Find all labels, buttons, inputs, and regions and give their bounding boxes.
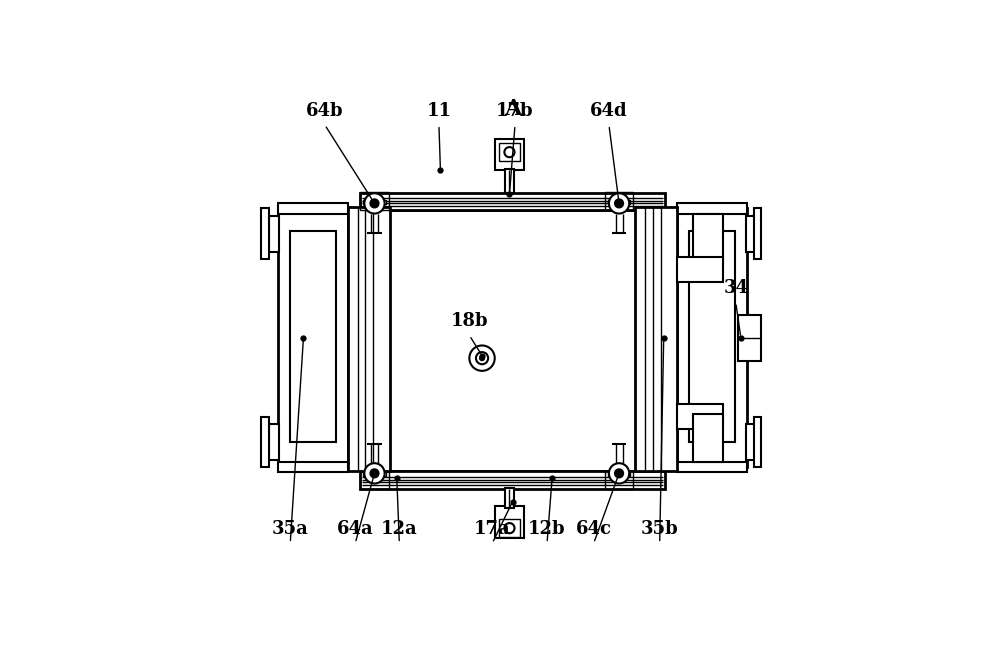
Bar <box>348 207 390 471</box>
Circle shape <box>609 193 629 214</box>
Circle shape <box>615 199 623 208</box>
Circle shape <box>615 469 623 477</box>
Circle shape <box>370 199 379 208</box>
Bar <box>677 204 747 214</box>
Text: 64d: 64d <box>590 101 628 120</box>
Text: 64b: 64b <box>306 101 344 120</box>
Text: 18b: 18b <box>451 312 488 330</box>
Bar <box>746 424 756 460</box>
Bar <box>363 473 386 476</box>
Bar <box>363 200 386 204</box>
Text: 35a: 35a <box>272 521 309 538</box>
Bar <box>605 471 633 488</box>
Bar <box>278 204 348 214</box>
Bar <box>261 208 269 259</box>
Text: 12a: 12a <box>381 521 418 538</box>
Bar <box>495 506 524 538</box>
Text: 64a: 64a <box>337 521 374 538</box>
Bar <box>693 214 723 262</box>
Text: A: A <box>504 98 521 121</box>
Circle shape <box>364 193 385 214</box>
Bar <box>499 519 520 537</box>
Text: 11: 11 <box>426 101 451 120</box>
Circle shape <box>504 523 515 533</box>
Text: 64c: 64c <box>576 521 612 538</box>
Bar <box>677 256 723 282</box>
Bar <box>635 207 677 471</box>
Bar <box>689 231 735 442</box>
Bar <box>360 193 665 210</box>
Bar <box>278 462 348 473</box>
Circle shape <box>609 463 629 484</box>
Bar <box>754 416 761 467</box>
Bar <box>605 192 633 210</box>
Text: 12b: 12b <box>528 521 566 538</box>
Bar <box>278 208 348 467</box>
Circle shape <box>504 147 515 158</box>
Bar <box>269 424 279 460</box>
Bar <box>677 404 723 429</box>
Circle shape <box>476 352 488 364</box>
Circle shape <box>480 356 484 360</box>
Bar <box>499 143 520 161</box>
Bar <box>261 416 269 467</box>
Circle shape <box>370 469 379 477</box>
Bar <box>269 216 279 252</box>
Bar <box>754 208 761 259</box>
Bar <box>388 210 637 471</box>
Text: 35b: 35b <box>641 521 679 538</box>
Bar <box>360 471 389 488</box>
Bar <box>608 200 630 204</box>
Bar <box>360 192 389 210</box>
Bar <box>505 169 514 193</box>
Bar <box>495 139 524 171</box>
Text: 17b: 17b <box>496 101 534 120</box>
Bar <box>505 488 514 508</box>
Bar <box>290 231 336 442</box>
Circle shape <box>469 345 495 371</box>
Bar <box>677 462 747 473</box>
Bar <box>746 216 756 252</box>
Bar <box>677 208 747 467</box>
Bar <box>693 414 723 462</box>
Text: 17a: 17a <box>474 521 511 538</box>
Bar <box>360 471 665 488</box>
Bar <box>608 473 630 476</box>
Circle shape <box>364 463 385 484</box>
Bar <box>738 315 761 360</box>
Text: 34: 34 <box>723 279 748 297</box>
